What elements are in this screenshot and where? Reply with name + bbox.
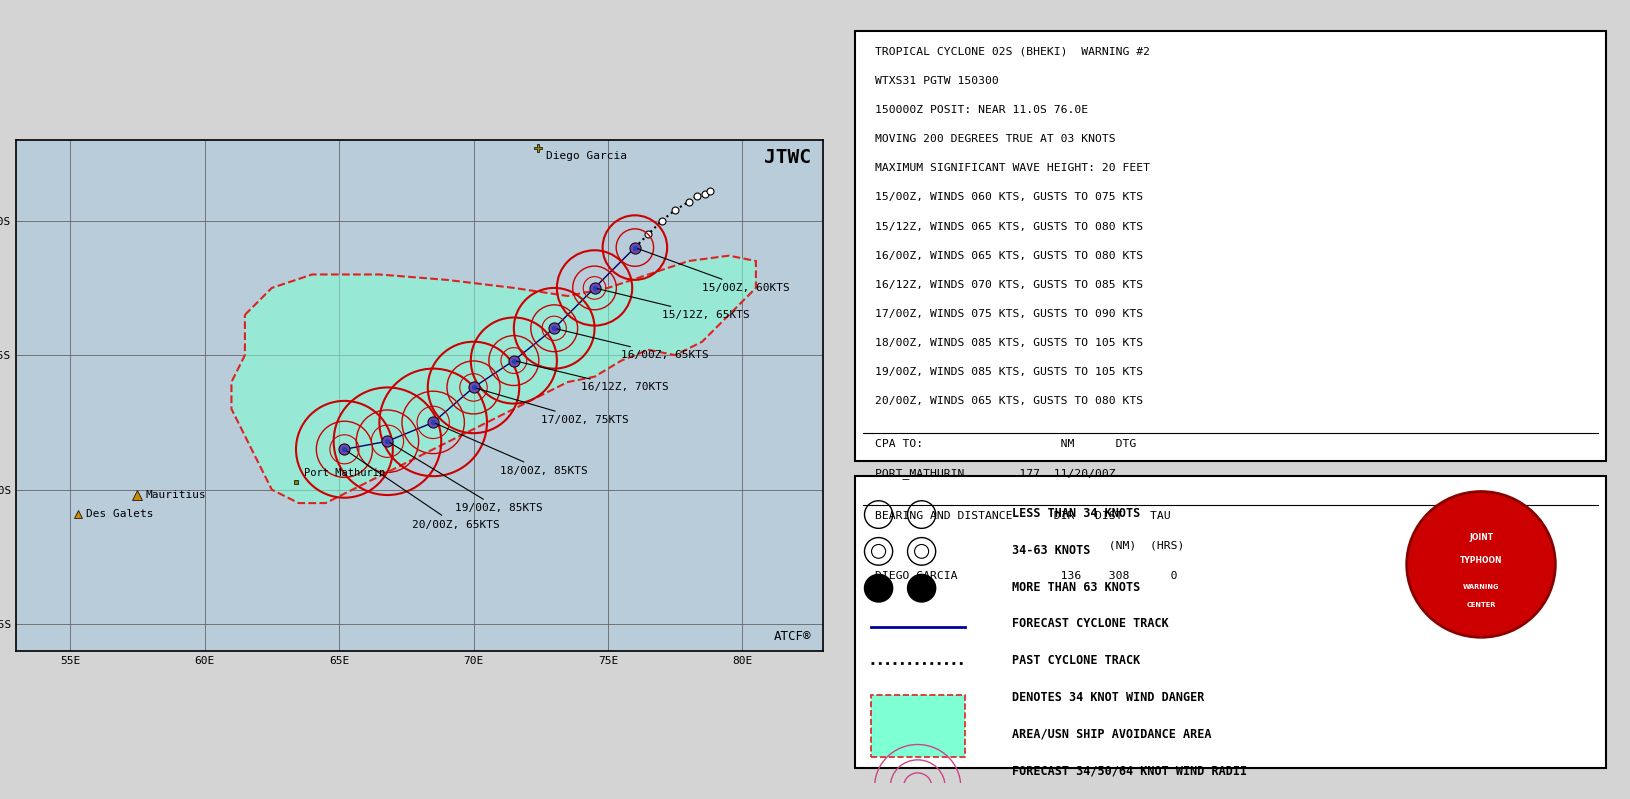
Text: 34-63 KNOTS: 34-63 KNOTS bbox=[1012, 543, 1090, 557]
Text: BEARING AND DISTANCE      DIR   DIST    TAU: BEARING AND DISTANCE DIR DIST TAU bbox=[875, 511, 1170, 522]
Text: JOINT: JOINT bbox=[1469, 533, 1493, 542]
Text: 20/00Z, WINDS 065 KTS, GUSTS TO 080 KTS: 20/00Z, WINDS 065 KTS, GUSTS TO 080 KTS bbox=[875, 396, 1143, 407]
Circle shape bbox=[908, 574, 936, 602]
Text: FORECAST CYCLONE TRACK: FORECAST CYCLONE TRACK bbox=[1012, 618, 1169, 630]
Circle shape bbox=[1407, 491, 1555, 638]
Text: Diego Garcia: Diego Garcia bbox=[546, 151, 628, 161]
Text: ATCF®: ATCF® bbox=[774, 630, 812, 643]
Text: 16/00Z, 65KTS: 16/00Z, 65KTS bbox=[557, 329, 709, 360]
Text: TROPICAL CYCLONE 02S (BHEKI)  WARNING #2: TROPICAL CYCLONE 02S (BHEKI) WARNING #2 bbox=[875, 46, 1149, 57]
Text: PORT_MATHURIN        177  11/20/00Z: PORT_MATHURIN 177 11/20/00Z bbox=[875, 468, 1115, 479]
Text: 16/12Z, WINDS 070 KTS, GUSTS TO 085 KTS: 16/12Z, WINDS 070 KTS, GUSTS TO 085 KTS bbox=[875, 280, 1143, 290]
Text: PAST CYCLONE TRACK: PAST CYCLONE TRACK bbox=[1012, 654, 1139, 667]
Text: JTWC: JTWC bbox=[764, 148, 812, 167]
Text: WTXS31 PGTW 150300: WTXS31 PGTW 150300 bbox=[875, 76, 999, 85]
Text: CENTER: CENTER bbox=[1467, 602, 1496, 608]
Text: 15/00Z, WINDS 060 KTS, GUSTS TO 075 KTS: 15/00Z, WINDS 060 KTS, GUSTS TO 075 KTS bbox=[875, 193, 1143, 202]
Text: Mauritius: Mauritius bbox=[145, 490, 205, 499]
Text: 18/00Z, 85KTS: 18/00Z, 85KTS bbox=[435, 423, 588, 476]
Text: 150000Z POSIT: NEAR 11.0S 76.0E: 150000Z POSIT: NEAR 11.0S 76.0E bbox=[875, 105, 1087, 115]
Text: 17/00Z, WINDS 075 KTS, GUSTS TO 090 KTS: 17/00Z, WINDS 075 KTS, GUSTS TO 090 KTS bbox=[875, 309, 1143, 319]
FancyBboxPatch shape bbox=[856, 31, 1606, 461]
Text: Port Mathurin: Port Mathurin bbox=[305, 468, 385, 478]
Text: DIEGO_GARCIA               136    308      0: DIEGO_GARCIA 136 308 0 bbox=[875, 570, 1177, 581]
Text: MAXIMUM SIGNIFICANT WAVE HEIGHT: 20 FEET: MAXIMUM SIGNIFICANT WAVE HEIGHT: 20 FEET bbox=[875, 163, 1149, 173]
FancyBboxPatch shape bbox=[870, 694, 965, 757]
Text: Des Galets: Des Galets bbox=[86, 508, 153, 519]
Text: 19/00Z, 85KTS: 19/00Z, 85KTS bbox=[390, 443, 543, 514]
Circle shape bbox=[864, 574, 893, 602]
Text: 17/00Z, 75KTS: 17/00Z, 75KTS bbox=[476, 388, 629, 425]
Text: MOVING 200 DEGREES TRUE AT 03 KNOTS: MOVING 200 DEGREES TRUE AT 03 KNOTS bbox=[875, 134, 1115, 144]
Text: AREA/USN SHIP AVOIDANCE AREA: AREA/USN SHIP AVOIDANCE AREA bbox=[1012, 728, 1211, 741]
Text: 18/00Z, WINDS 085 KTS, GUSTS TO 105 KTS: 18/00Z, WINDS 085 KTS, GUSTS TO 105 KTS bbox=[875, 338, 1143, 348]
Text: 15/00Z, 60KTS: 15/00Z, 60KTS bbox=[637, 248, 791, 293]
Text: 15/12Z, WINDS 065 KTS, GUSTS TO 080 KTS: 15/12Z, WINDS 065 KTS, GUSTS TO 080 KTS bbox=[875, 221, 1143, 232]
Text: (NM)  (HRS): (NM) (HRS) bbox=[875, 541, 1183, 551]
Text: WARNING: WARNING bbox=[1462, 584, 1500, 590]
Text: 20/00Z, 65KTS: 20/00Z, 65KTS bbox=[347, 451, 499, 530]
Text: TYPHOON: TYPHOON bbox=[1460, 556, 1503, 565]
Text: FORECAST 34/50/64 KNOT WIND RADII: FORECAST 34/50/64 KNOT WIND RADII bbox=[1012, 765, 1247, 777]
FancyBboxPatch shape bbox=[856, 476, 1606, 768]
Text: LESS THAN 34 KNOTS: LESS THAN 34 KNOTS bbox=[1012, 507, 1139, 520]
Text: 19/00Z, WINDS 085 KTS, GUSTS TO 105 KTS: 19/00Z, WINDS 085 KTS, GUSTS TO 105 KTS bbox=[875, 368, 1143, 377]
Polygon shape bbox=[231, 256, 756, 503]
Text: 16/12Z, 70KTS: 16/12Z, 70KTS bbox=[517, 361, 668, 392]
Text: CPA TO:                    NM      DTG: CPA TO: NM DTG bbox=[875, 439, 1136, 449]
Text: DENOTES 34 KNOT WIND DANGER: DENOTES 34 KNOT WIND DANGER bbox=[1012, 691, 1205, 704]
Text: 16/00Z, WINDS 065 KTS, GUSTS TO 080 KTS: 16/00Z, WINDS 065 KTS, GUSTS TO 080 KTS bbox=[875, 251, 1143, 260]
Text: MORE THAN 63 KNOTS: MORE THAN 63 KNOTS bbox=[1012, 581, 1139, 594]
Text: 15/12Z, 65KTS: 15/12Z, 65KTS bbox=[597, 288, 750, 320]
